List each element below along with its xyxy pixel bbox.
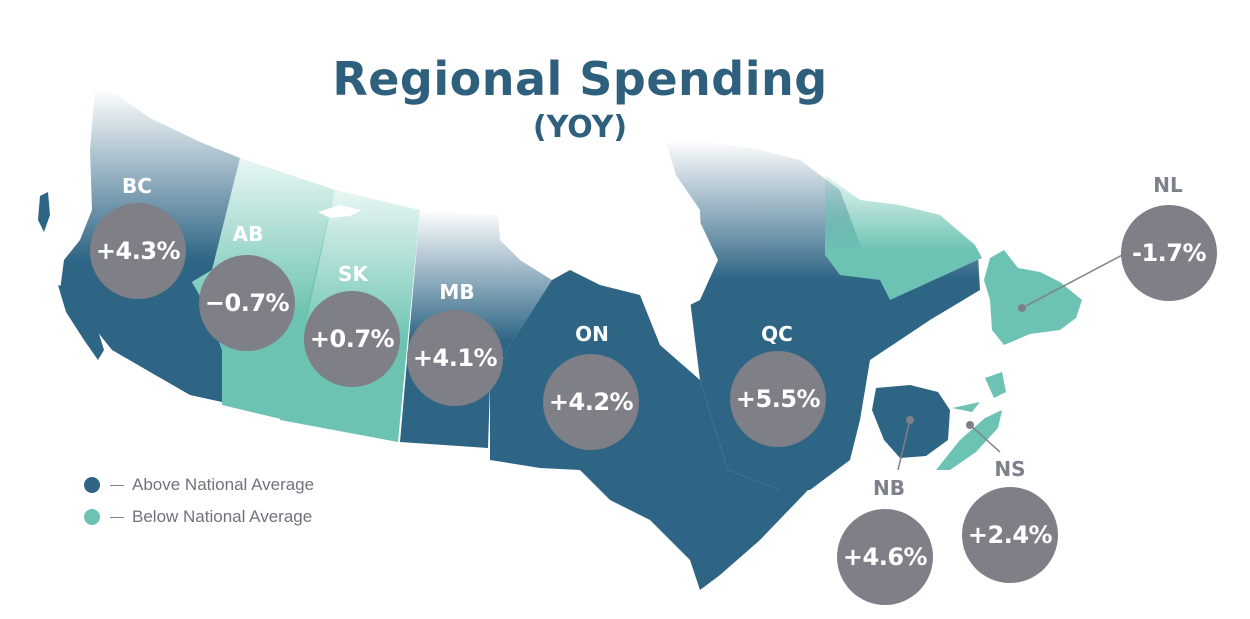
region-pei [952,402,980,412]
bubble-ns: +2.4% [962,487,1058,583]
leader-ns-dot [966,421,974,429]
label-bc: BC [122,174,152,198]
leader-nl [1021,251,1129,309]
label-on: ON [575,322,609,346]
label-nb: NB [873,476,905,500]
page-subtitle: (YOY) [532,110,628,145]
region-on [490,270,808,590]
legend-swatch-below [84,509,100,525]
bubble-on: +4.2% [543,354,639,450]
leader-ns [969,424,1001,453]
legend-dash [110,484,124,486]
legend-swatch-above [84,477,100,493]
bubble-nl: -1.7% [1121,205,1217,301]
legend-label-below: Below National Average [132,507,313,526]
bubble-nb: +4.6% [837,509,933,605]
label-ab: AB [232,222,264,246]
page-title: Regional Spending [332,52,828,106]
region-bc-island [58,285,104,360]
legend-dash [110,516,124,518]
region-bc-haida-gwaii [38,192,50,232]
label-sk: SK [338,262,368,286]
hudson-bay [632,222,718,310]
legend-item-above: Above National Average [84,469,314,501]
region-cape-breton [985,372,1006,398]
label-ns: NS [994,457,1026,481]
label-qc: QC [761,322,793,346]
region-newfoundland [984,250,1082,345]
label-mb: MB [439,280,475,304]
region-labrador [825,175,982,300]
bubble-mb: +4.1% [407,310,503,406]
legend-item-below: Below National Average [84,501,314,533]
legend-label-above: Above National Average [132,475,315,494]
lake-athabasca [318,205,362,218]
leader-nl-dot [1018,304,1026,312]
bubble-bc: +4.3% [90,203,186,299]
leader-nb-dot [906,416,914,424]
bubble-sk: +0.7% [304,291,400,387]
region-ns [936,410,1002,470]
bubble-qc: +5.5% [730,351,826,447]
label-nl: NL [1153,173,1183,197]
legend: Above National Average Below National Av… [84,469,314,533]
leader-nb [897,419,911,471]
bubble-ab: −0.7% [199,255,295,351]
